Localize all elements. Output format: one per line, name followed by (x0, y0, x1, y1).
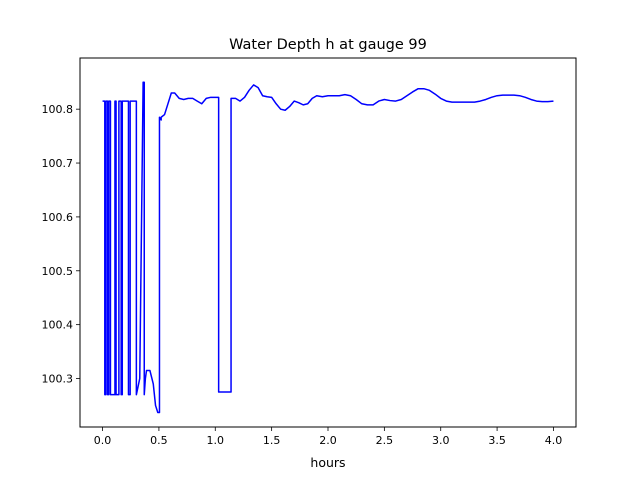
series-line-0 (102, 81, 554, 414)
x-tick-label: 2.5 (376, 434, 394, 447)
x-ticks: 0.0 0.5 1.0 1.5 2.0 2.5 3.0 3.5 4.0 (94, 427, 562, 447)
y-ticks: 100.3 100.4 100.5 100.6 100.7 100.8 (42, 103, 80, 386)
y-tick-label: 100.4 (42, 319, 74, 332)
chart-title: Water Depth h at gauge 99 (229, 37, 427, 53)
y-tick-label: 100.6 (42, 211, 74, 224)
x-tick-label: 4.0 (545, 434, 563, 447)
x-tick-label: 1.0 (207, 434, 225, 447)
x-tick-label: 0.5 (150, 434, 168, 447)
y-tick-label: 100.8 (42, 103, 74, 116)
x-axis-label: hours (310, 455, 345, 470)
y-tick-label: 100.7 (42, 157, 74, 170)
x-tick-label: 2.0 (319, 434, 337, 447)
y-tick-label: 100.3 (42, 373, 74, 386)
x-tick-label: 0.0 (94, 434, 112, 447)
x-tick-label: 1.5 (263, 434, 281, 447)
x-tick-label: 3.5 (488, 434, 506, 447)
x-tick-label: 3.0 (432, 434, 450, 447)
plot-line-layer (102, 81, 554, 414)
y-tick-label: 100.5 (42, 265, 74, 278)
